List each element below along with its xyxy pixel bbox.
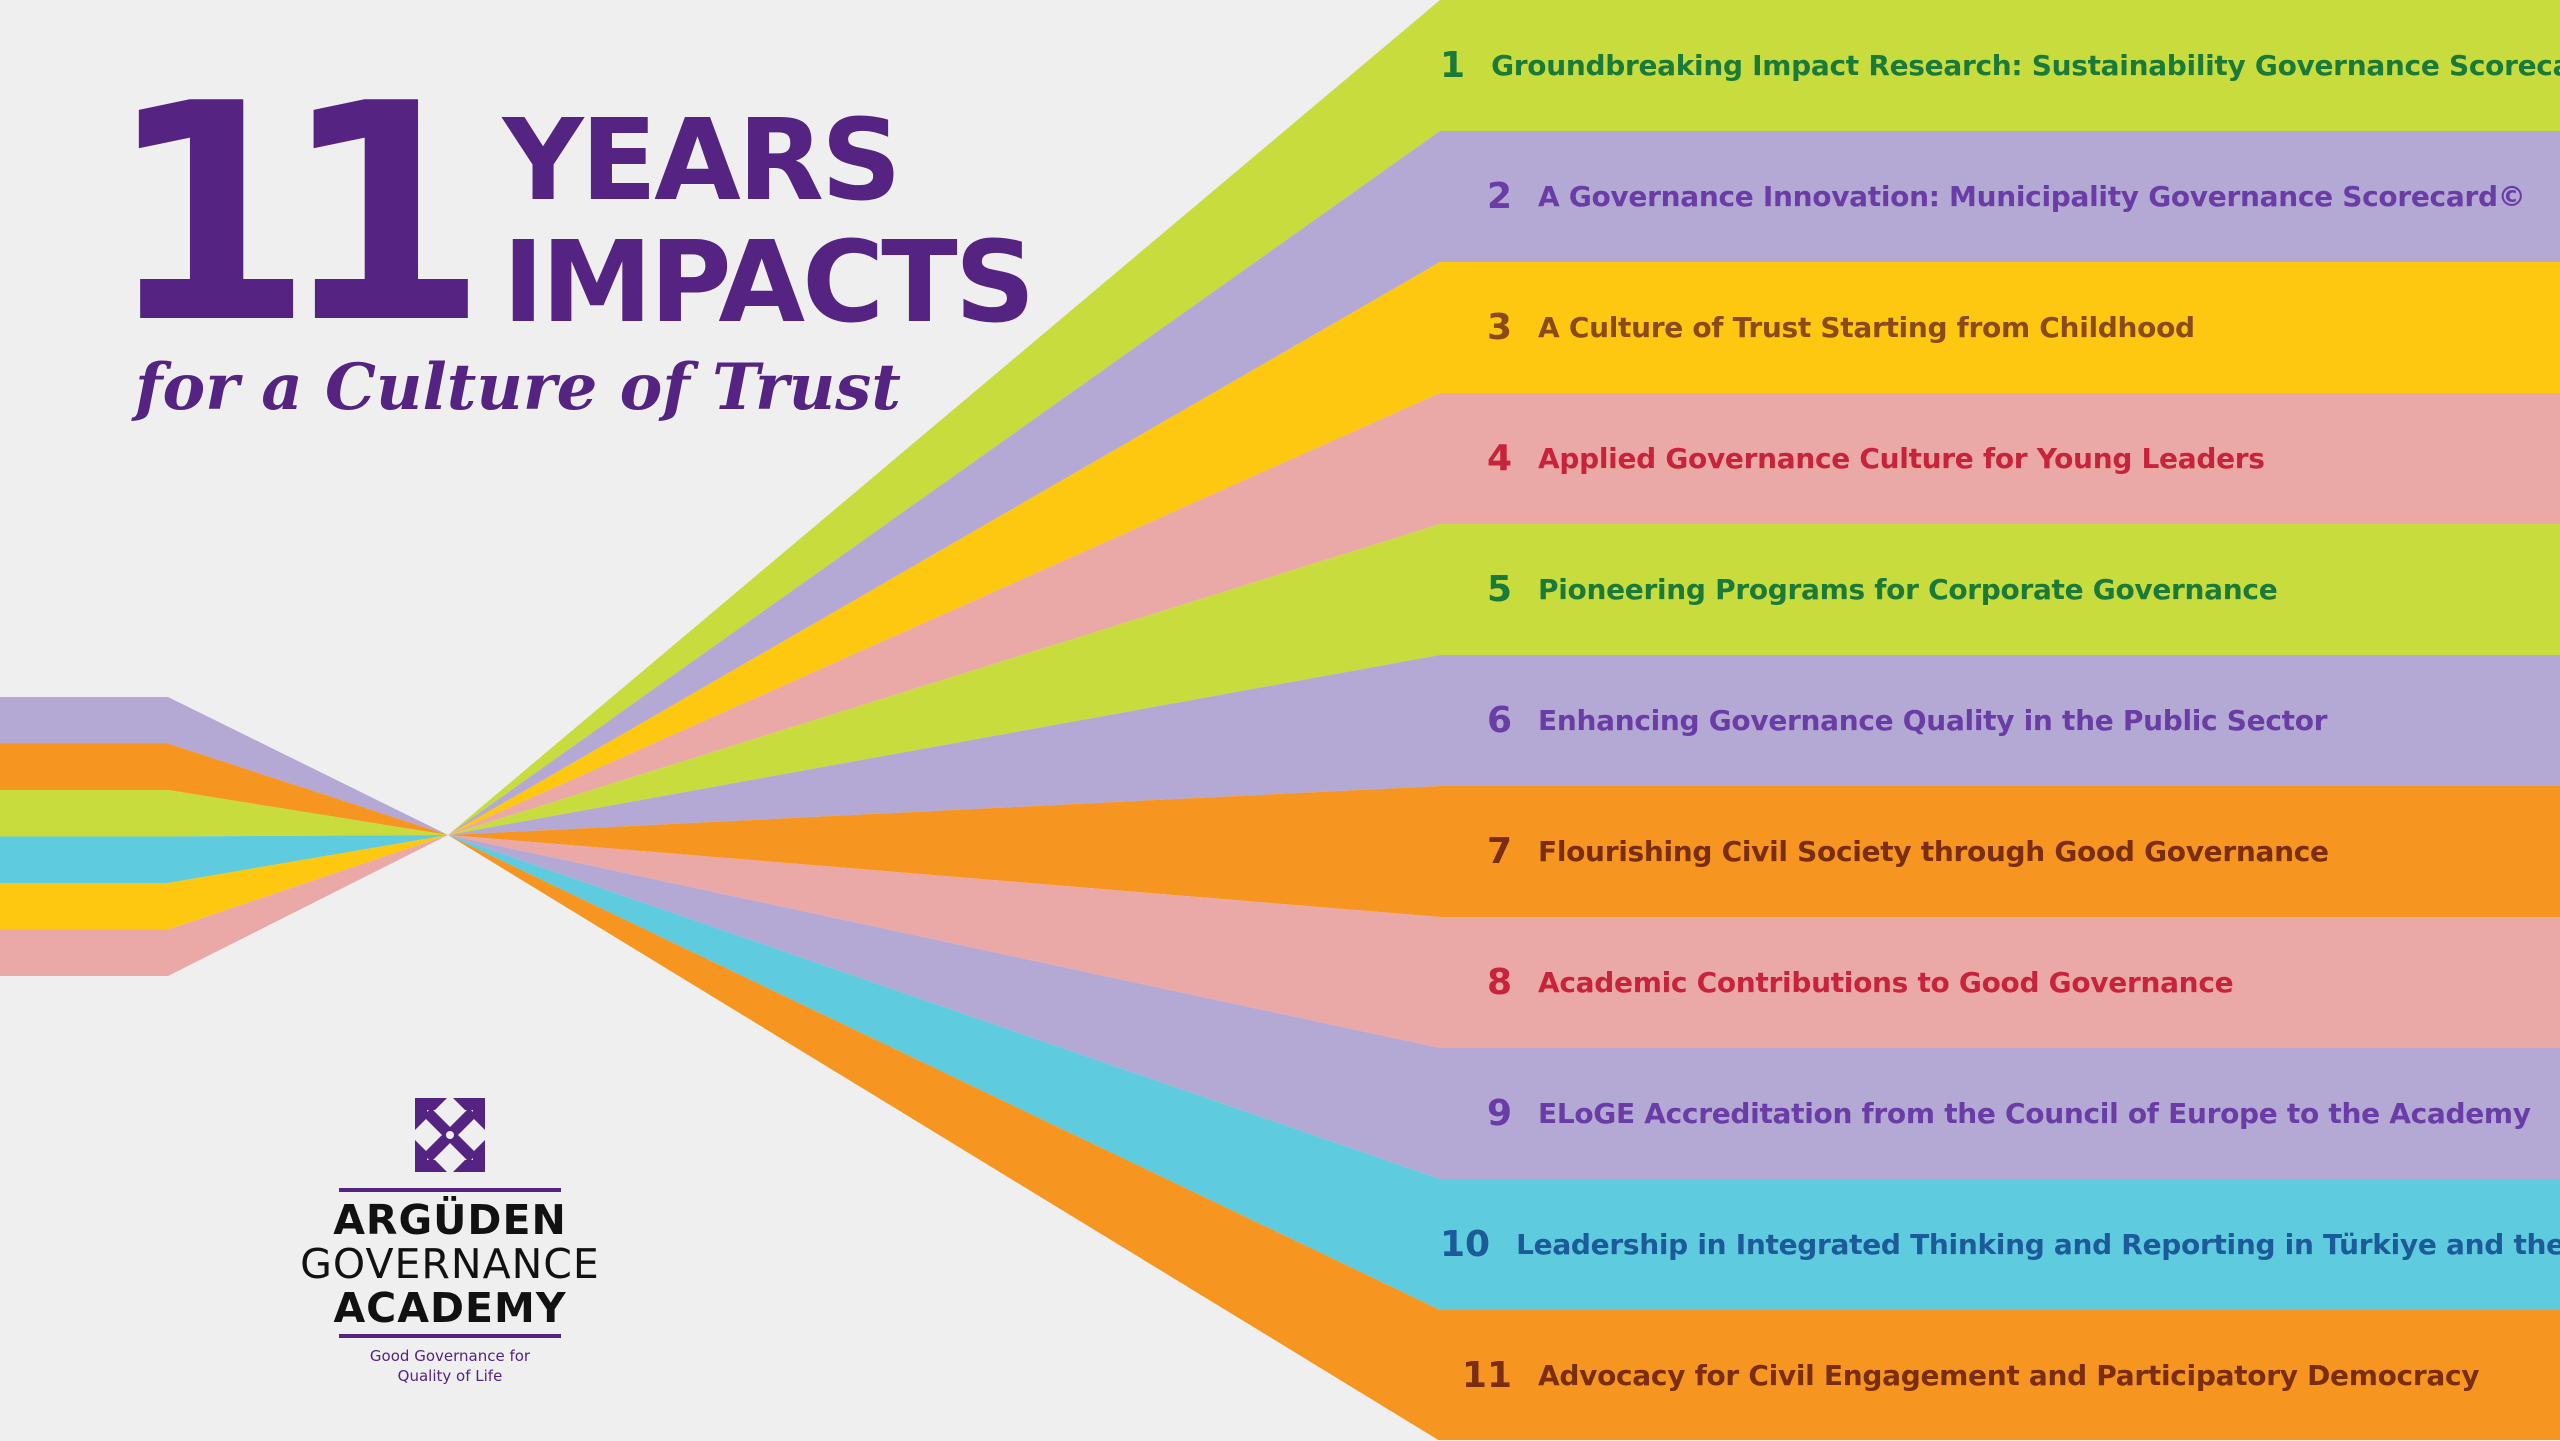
input-band-4 [0,835,448,883]
impact-ray-6 [448,655,2560,835]
input-band-2 [0,743,448,835]
impact-label: Leadership in Integrated Thinking and Re… [1516,1228,2560,1261]
impact-item-10: 10 Leadership in Integrated Thinking and … [1440,1179,2560,1310]
tagline: for a Culture of Trust [135,350,901,425]
impact-item-7: 7 Flourishing Civil Society through Good … [1440,786,2550,917]
impact-label: Advocacy for Civil Engagement and Partic… [1538,1359,2480,1392]
impact-number: 1 [1440,45,1466,86]
impact-label: Groundbreaking Impact Research: Sustaina… [1491,49,2560,82]
input-band-6 [0,835,448,976]
impact-ray-10 [448,835,2560,1310]
headline: 11 YEARS IMPACTS [105,40,1035,389]
logo-name-line1: ARGÜDEN [333,1196,567,1244]
impact-label: ELoGE Accreditation from the Council of … [1538,1097,2531,1130]
impact-ray-9 [448,835,2560,1179]
impact-ray-8 [448,835,2560,1048]
impact-ray-4 [448,393,2560,835]
impact-number: 9 [1486,1093,1512,1134]
impact-label: Enhancing Governance Quality in the Publ… [1538,704,2328,737]
impact-ray-11 [448,835,2560,1440]
impact-number: 5 [1486,569,1512,610]
headline-words: YEARS IMPACTS [502,96,1035,348]
impact-number: 3 [1486,307,1512,348]
academy-logo: ARGÜDEN GOVERNANCE ACADEMY Good Governan… [280,1090,620,1386]
impact-label: Flourishing Civil Society through Good G… [1538,835,2329,868]
impact-item-3: 3 A Culture of Trust Starting from Childh… [1440,262,2550,393]
impact-item-1: 1 Groundbreaking Impact Research: Sustain… [1440,0,2560,131]
input-band-3 [0,790,448,837]
impact-number: 4 [1486,438,1512,479]
impact-label: Applied Governance Culture for Young Lea… [1538,442,2265,475]
impact-number: 8 [1486,962,1512,1003]
impact-item-5: 5 Pioneering Programs for Corporate Gover… [1440,524,2550,655]
impact-item-4: 4 Applied Governance Culture for Young Le… [1440,393,2550,524]
impact-ray-7 [448,786,2560,917]
headline-impacts: IMPACTS [502,218,1035,348]
impact-ray-2 [448,131,2560,835]
impact-ray-5 [448,524,2560,835]
logo-slogan-line1: Good Governance for [369,1347,531,1365]
impact-number: 6 [1486,700,1512,741]
headline-number: 11 [105,40,489,389]
impact-number: 2 [1486,176,1512,217]
impact-number: 10 [1440,1224,1491,1265]
impact-item-11: 11 Advocacy for Civil Engagement and Part… [1440,1310,2550,1441]
academy-logo-icon [415,1098,485,1172]
impact-ray-3 [448,262,2560,835]
logo-name-line3: ACADEMY [333,1284,567,1332]
logo-rule-top [339,1188,561,1192]
impact-label: A Governance Innovation: Municipality Go… [1538,180,2526,213]
logo-slogan-line2: Quality of Life [397,1367,503,1385]
logo-name-line2: GOVERNANCE [300,1240,600,1288]
impact-item-6: 6 Enhancing Governance Quality in the Pub… [1440,655,2550,786]
headline-years: YEARS [502,96,901,226]
impact-number: 11 [1461,1355,1512,1396]
input-band-1 [0,697,448,835]
input-band-5 [0,835,448,930]
impact-label: Academic Contributions to Good Governanc… [1538,966,2234,999]
impact-item-9: 9 ELoGE Accreditation from the Council of… [1440,1048,2550,1179]
impact-ray-1 [448,0,2560,835]
impact-item-2: 2 A Governance Innovation: Municipality G… [1440,131,2550,262]
impact-number: 7 [1486,831,1512,872]
impact-label: Pioneering Programs for Corporate Govern… [1538,573,2278,606]
logo-rule-bottom [339,1334,561,1338]
impact-label: A Culture of Trust Starting from Childho… [1538,311,2195,344]
impact-item-8: 8 Academic Contributions to Good Governan… [1440,917,2550,1048]
